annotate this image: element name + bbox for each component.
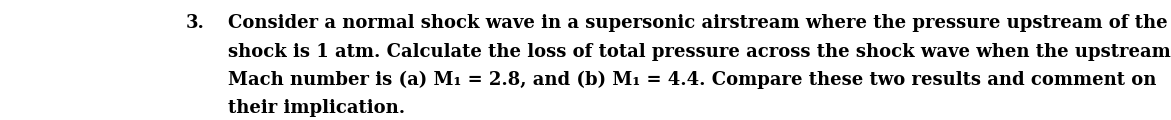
Text: Consider a normal shock wave in a supersonic airstream where the pressure upstre: Consider a normal shock wave in a supers… [228,14,1167,32]
Text: shock is 1 atm. Calculate the loss of total pressure across the shock wave when : shock is 1 atm. Calculate the loss of to… [228,43,1171,61]
Text: Mach number is (a) M₁ = 2.8, and (b) M₁ = 4.4. Compare these two results and com: Mach number is (a) M₁ = 2.8, and (b) M₁ … [228,71,1157,89]
Text: 3.: 3. [186,14,205,32]
Text: their implication.: their implication. [228,99,405,117]
